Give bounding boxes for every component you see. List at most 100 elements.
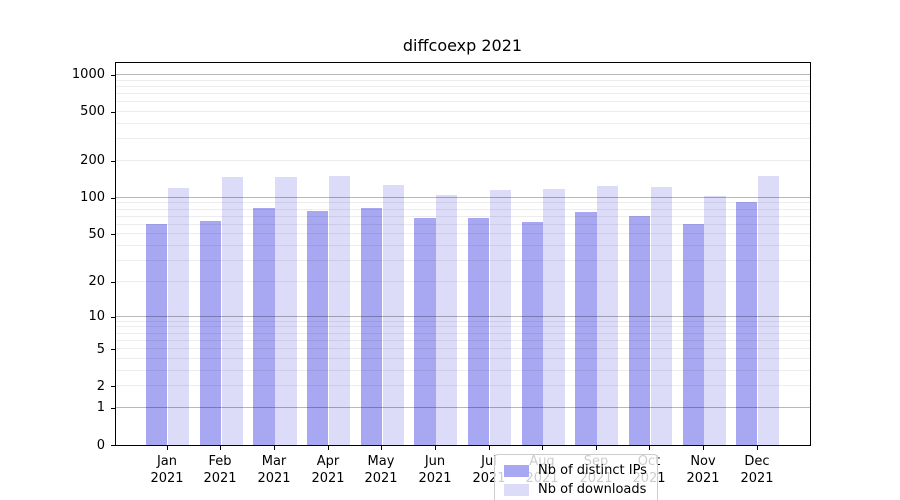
x-tick-mark-sep [596,446,597,450]
gridline-minor-80 [116,208,810,210]
gridline-minor-30 [116,260,810,261]
x-tick-year: 2021 [150,471,184,486]
x-tick-label-mar: Mar 2021 [244,453,304,487]
gridline-major-1 [116,406,810,408]
x-tick-label-apr: Apr 2021 [298,453,358,487]
y-tick-mark-100 [111,198,115,199]
downloads-bar-jun [436,194,458,445]
x-tick-month: Feb [208,454,232,469]
gridline-minor-800 [116,85,810,87]
legend-label-distinct-ips: Nb of distinct IPs [538,463,647,478]
y-tick-mark-20 [111,282,115,283]
distinct-ips-bar-oct [628,215,651,445]
x-tick-month: Jan [156,454,178,469]
downloads-bar-aug [543,189,565,445]
downloads-bar-may [382,184,404,445]
legend-swatch-downloads-icon [504,483,529,496]
x-tick-mark-may [381,446,382,450]
y-tick-label-50: 50 [88,227,105,242]
x-tick-year: 2021 [257,471,291,486]
downloads-bar-jul [489,190,512,445]
y-tick-label-2: 2 [96,379,105,394]
distinct-ips-bar-may [360,208,382,445]
gridline-minor-70 [116,215,810,217]
y-tick-mark-10 [111,317,115,318]
x-tick-month: Apr [316,454,340,469]
legend-swatch-distinct-ips-icon [504,464,529,477]
x-tick-mark-apr [328,446,329,450]
y-tick-mark-0 [111,445,115,446]
gridline-major-1000 [116,73,810,75]
x-tick-year: 2021 [418,471,452,486]
gridline-minor-4 [116,357,810,359]
y-tick-mark-50 [111,234,115,235]
x-tick-year: 2021 [364,471,398,486]
gridline-minor-2 [116,385,810,387]
gridline-major-10 [116,315,810,317]
distinct-ips-bar-nov [682,223,704,445]
gridline-minor-600 [116,101,810,103]
downloads-bar-nov [704,195,726,445]
gridline-minor-500 [116,111,810,112]
gridline-major-100 [116,196,810,198]
gridline-minor-90 [116,202,810,204]
gridline-minor-60 [116,223,810,225]
y-tick-label-100: 100 [80,190,105,205]
y-tick-mark-2 [111,386,115,387]
x-tick-label-feb: Feb 2021 [190,453,250,487]
y-tick-label-1: 1 [96,400,105,415]
x-tick-mark-jun [435,446,436,450]
x-tick-label-jun: Jun 2021 [405,453,465,487]
x-tick-mark-aug [542,446,543,450]
x-tick-month: Nov [690,454,716,469]
distinct-ips-bar-jun [414,218,436,445]
legend-entry-downloads: Nb of downloads [504,480,647,499]
downloads-bar-oct [650,187,673,445]
x-tick-year: 2021 [203,471,237,486]
distinct-ips-bar-mar [253,208,275,445]
distinct-ips-bar-dec [736,202,758,445]
y-tick-mark-5 [111,349,115,350]
legend-label-downloads: Nb of downloads [538,482,647,497]
gridline-minor-20 [116,280,810,282]
y-tick-mark-1000 [111,75,115,76]
y-tick-label-10: 10 [88,309,105,324]
gridline-minor-900 [116,79,810,81]
x-tick-mark-jan [167,446,168,450]
distinct-ips-bar-apr [307,210,329,445]
plot-area: Nb of distinct IPs Nb of downloads [115,62,811,500]
gridline-minor-3 [116,369,810,371]
gridline-minor-700 [116,93,810,94]
x-tick-mark-oct [649,446,650,450]
downloads-bar-dec [758,175,780,445]
downloads-bar-mar [275,177,297,445]
gridline-minor-8 [116,326,810,328]
x-tick-month: May [367,454,395,469]
x-tick-label-may: May 2021 [351,453,411,487]
chart-title: diffcoexp 2021 [402,36,523,55]
y-tick-label-5: 5 [96,342,105,357]
gridline-minor-400 [116,122,810,124]
gridline-minor-5 [116,348,810,349]
x-tick-label-dec: Dec 2021 [727,453,787,487]
gridline-minor-300 [116,138,810,140]
gridline-minor-9 [116,320,810,322]
downloads-bar-sep [597,185,619,445]
x-tick-mark-feb [220,446,221,450]
x-tick-label-jan: Jan 2021 [137,453,197,487]
downloads-bar-jan [168,187,190,445]
x-tick-mark-dec [757,446,758,450]
x-tick-mark-nov [703,446,704,450]
x-tick-month: Dec [744,454,770,469]
x-tick-label-nov: Nov 2021 [673,453,733,487]
distinct-ips-bar-jul [467,218,490,445]
gridline-minor-200 [116,159,810,161]
distinct-ips-bar-jan [146,223,168,445]
y-tick-mark-200 [111,161,115,162]
legend-entry-distinct-ips: Nb of distinct IPs [504,461,647,480]
y-tick-mark-500 [111,112,115,113]
y-tick-mark-1 [111,408,115,409]
x-tick-mark-jul [489,446,490,450]
y-tick-label-0: 0 [96,438,105,453]
x-tick-month: Jul [481,454,497,469]
